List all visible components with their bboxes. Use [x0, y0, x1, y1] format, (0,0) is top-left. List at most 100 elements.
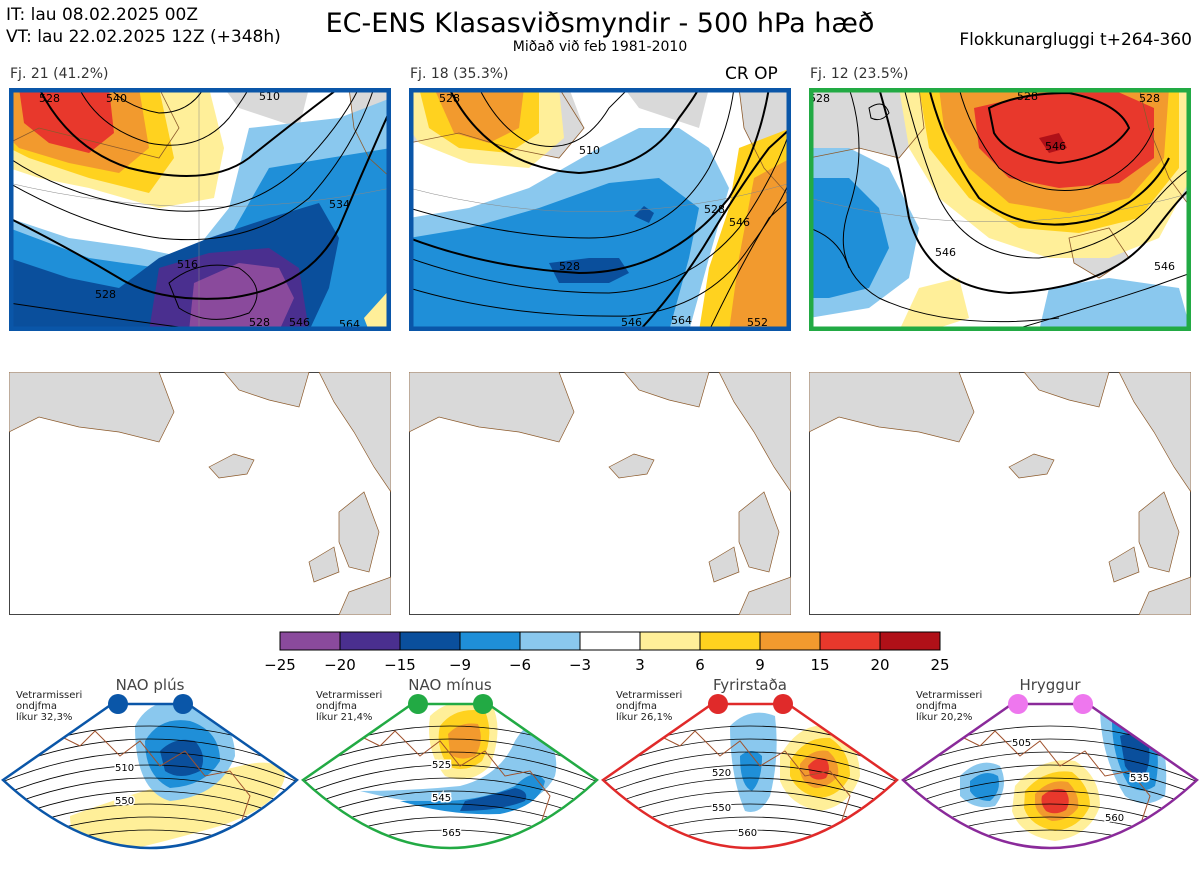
- regime-note: ondjfma: [316, 701, 357, 712]
- regime-note: Vetrarmisseri: [616, 690, 682, 701]
- height-contour: [903, 829, 1197, 848]
- colorbar-tick-label: −25: [264, 656, 296, 674]
- colorbar-segment: [459, 631, 521, 651]
- regime-dot: [408, 694, 428, 714]
- base-map-1: [9, 372, 391, 615]
- cluster-1-map: 528 528 516 510 540 564 546 528 534: [9, 88, 391, 331]
- colorbar-tick-label: 3: [635, 656, 645, 674]
- coastline: [959, 730, 1151, 842]
- height-contour: [3, 751, 297, 788]
- regime-title: NAO plús: [116, 676, 185, 694]
- contour-label: 546: [1045, 140, 1066, 153]
- cluster-2-map: 528 510 528 546 528 546 564 552: [409, 88, 791, 331]
- contour-label: 564: [671, 314, 692, 327]
- anomaly-shading: [1120, 732, 1150, 775]
- contour-label: 528: [39, 92, 60, 105]
- height-contour: [603, 829, 897, 848]
- regime-contour-label: 525: [432, 760, 451, 771]
- regime-panel: 505 535 560 Hryggur Vetrarmisseriondjfmalíku…: [901, 676, 1199, 864]
- contour-label: 510: [259, 90, 280, 103]
- contour-label: 516: [177, 258, 198, 271]
- colorbar-segment: [519, 631, 581, 651]
- base-map-2: [409, 372, 791, 615]
- regime-contour-label: 505: [1012, 738, 1031, 749]
- contour-label: 534: [329, 198, 350, 211]
- colorbar-segment: [639, 631, 701, 651]
- anomaly-shading: [970, 772, 999, 801]
- regime-contour-label: 560: [1105, 813, 1124, 824]
- anomaly-shading: [1041, 788, 1069, 814]
- colorbar-tick-label: −3: [569, 656, 591, 674]
- regime-frame: [901, 702, 1199, 850]
- anomaly-colorbar: −25 −20 −15 −9 −6 −3 3 6 9 15 20 25: [264, 631, 950, 674]
- colorbar-tick-label: 6: [695, 656, 705, 674]
- regime-dot: [1008, 694, 1028, 714]
- regime-frame: [1, 702, 299, 850]
- regime-note: ondjfma: [916, 701, 957, 712]
- height-contour: [603, 751, 897, 788]
- height-contour: [303, 829, 597, 848]
- contour-label: 528: [809, 92, 830, 105]
- regime-note: Vetrarmisseri: [16, 690, 82, 701]
- regime-dot: [708, 694, 728, 714]
- regime-contour-label: 550: [712, 803, 731, 814]
- valid-time: VT: lau 22.02.2025 12Z (+348h): [6, 27, 281, 47]
- height-contour: [303, 751, 597, 788]
- anomaly-shading: [1050, 850, 1085, 864]
- regime-panel: 525 545 565 NAO mínus Vetrarmisseriondjfmalí…: [301, 676, 599, 850]
- regime-note: ondjfma: [616, 701, 657, 712]
- height-contour: [603, 764, 897, 801]
- regime-contour-label: 510: [115, 763, 134, 774]
- regime-contour-label: 565: [442, 828, 461, 839]
- regime-note: Vetrarmisseri: [316, 690, 382, 701]
- cluster-2-label: Fj. 18 (35.3%): [410, 66, 509, 82]
- colorbar-segment: [339, 631, 401, 651]
- height-contour: [903, 751, 1197, 788]
- regime-note: líkur 32,3%: [16, 711, 72, 723]
- contour-label: 546: [289, 316, 310, 329]
- page-title: EC-ENS Klasasviðsmyndir - 500 hPa hæð: [325, 8, 875, 39]
- colorbar-tick-label: 20: [870, 656, 889, 674]
- regime-note: líkur 20,2%: [916, 711, 972, 723]
- regime-title: Fyrirstaða: [713, 676, 787, 694]
- regime-title: Hryggur: [1019, 676, 1081, 694]
- colorbar-tick-label: 9: [755, 656, 765, 674]
- init-valid-times: IT: lau 08.02.2025 00Z VT: lau 22.02.202…: [6, 4, 281, 48]
- regime-note: ondjfma: [16, 701, 57, 712]
- anomaly-shading: [360, 723, 557, 811]
- colorbar-segment: [399, 631, 461, 651]
- colorbar-segment: [699, 631, 761, 651]
- colorbar-segment: [279, 631, 341, 651]
- colorbar-tick-label: −20: [324, 656, 356, 674]
- regime-title: NAO mínus: [408, 676, 492, 694]
- regime-dot: [173, 694, 193, 714]
- height-contour: [3, 764, 297, 801]
- classification-window: Flokkunargluggi t+264-360: [959, 30, 1192, 50]
- coastline: [359, 730, 551, 842]
- contour-label: 528: [1017, 90, 1038, 103]
- regime-dot: [473, 694, 493, 714]
- height-contour: [303, 764, 597, 801]
- contour-label: 528: [249, 316, 270, 329]
- regime-panel: 520 550 560 Fyrirstaða Vetrarmisseriondjfmal…: [601, 676, 899, 850]
- contour-label: 546: [935, 246, 956, 259]
- anomaly-shading: [160, 739, 204, 776]
- regime-contour-label: 560: [738, 828, 757, 839]
- control-oper-marker: CR OP: [725, 64, 778, 84]
- colorbar-tick-label: −9: [449, 656, 471, 674]
- regime-note: líkur 21,4%: [316, 711, 372, 723]
- contour-label: 510: [579, 144, 600, 157]
- cluster-3-map: 528 546 528 546 546 528: [809, 88, 1191, 331]
- cluster-3-label: Fj. 12 (23.5%): [810, 66, 909, 82]
- contour-label: 552: [747, 316, 768, 329]
- contour-label: 528: [704, 203, 725, 216]
- contour-label: 528: [95, 288, 116, 301]
- regime-contour-label: 520: [712, 768, 731, 779]
- base-map-3: [809, 372, 1191, 615]
- coastline: [659, 730, 851, 842]
- contour-label: 546: [1154, 260, 1175, 273]
- height-contour: [303, 777, 597, 814]
- regime-dot: [773, 694, 793, 714]
- colorbar-tick-label: 25: [930, 656, 949, 674]
- regime-contour-label: 550: [115, 796, 134, 807]
